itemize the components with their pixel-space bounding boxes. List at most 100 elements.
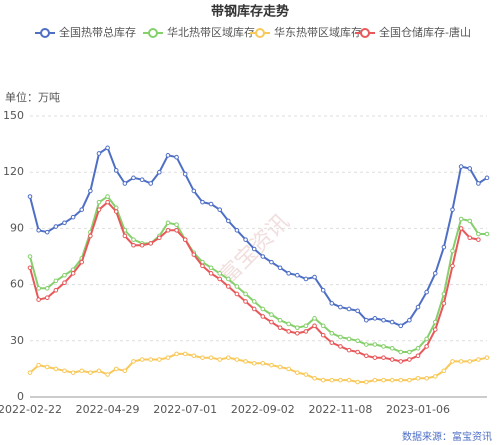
legend-marker bbox=[255, 28, 265, 38]
point bbox=[389, 319, 395, 325]
point bbox=[62, 272, 67, 278]
legend-label: 华北热带区域库存 bbox=[167, 25, 255, 39]
point bbox=[450, 359, 455, 364]
point bbox=[165, 220, 171, 226]
point bbox=[27, 194, 33, 199]
point bbox=[105, 372, 110, 377]
series-line bbox=[29, 200, 479, 363]
point bbox=[208, 201, 214, 207]
point bbox=[27, 265, 33, 271]
point bbox=[131, 242, 136, 248]
point bbox=[79, 368, 85, 374]
legend-marker bbox=[40, 28, 50, 38]
point bbox=[458, 226, 464, 231]
point bbox=[329, 301, 335, 306]
point bbox=[191, 188, 197, 194]
x-tick-label: 2022-04-29 bbox=[76, 403, 140, 416]
point bbox=[27, 370, 33, 375]
point bbox=[312, 316, 317, 321]
point bbox=[441, 244, 447, 250]
x-tick-label: 2022-07-01 bbox=[153, 403, 217, 416]
point bbox=[329, 331, 335, 336]
y-tick-label: 0 bbox=[17, 390, 24, 403]
point bbox=[226, 218, 231, 224]
point bbox=[415, 345, 421, 351]
point bbox=[398, 349, 404, 355]
point bbox=[113, 366, 119, 372]
point bbox=[251, 299, 257, 304]
point bbox=[44, 229, 50, 235]
point bbox=[381, 355, 386, 360]
point bbox=[234, 357, 240, 362]
point bbox=[131, 359, 136, 364]
point bbox=[398, 377, 404, 383]
point bbox=[243, 291, 248, 297]
point bbox=[208, 271, 214, 276]
point bbox=[338, 377, 343, 383]
point bbox=[70, 271, 76, 276]
point bbox=[286, 366, 291, 372]
point bbox=[200, 199, 205, 205]
point bbox=[36, 362, 41, 368]
point bbox=[53, 287, 59, 293]
point bbox=[122, 233, 128, 239]
point bbox=[243, 299, 248, 304]
point bbox=[320, 377, 326, 383]
point bbox=[458, 359, 464, 364]
y-tick-label: 120 bbox=[3, 165, 24, 178]
legend-label: 华东热带区域库存 bbox=[274, 25, 362, 39]
point bbox=[200, 355, 205, 360]
point bbox=[113, 168, 119, 173]
point bbox=[269, 362, 274, 368]
point bbox=[174, 351, 179, 357]
point bbox=[346, 306, 352, 312]
point bbox=[243, 359, 248, 364]
point bbox=[217, 276, 222, 282]
point bbox=[96, 199, 102, 205]
point bbox=[200, 263, 205, 269]
point bbox=[36, 286, 41, 291]
point bbox=[260, 314, 266, 319]
point bbox=[62, 368, 67, 374]
point bbox=[277, 317, 283, 323]
point bbox=[62, 220, 67, 226]
point bbox=[407, 349, 412, 355]
point bbox=[303, 323, 309, 329]
point bbox=[286, 329, 291, 334]
point bbox=[44, 295, 50, 301]
point bbox=[338, 334, 343, 340]
point bbox=[407, 317, 412, 323]
point bbox=[338, 304, 343, 310]
point bbox=[320, 332, 326, 338]
point bbox=[295, 325, 300, 330]
point bbox=[484, 231, 490, 237]
point bbox=[165, 355, 171, 360]
point bbox=[234, 227, 240, 233]
point bbox=[312, 274, 317, 280]
point bbox=[363, 353, 369, 359]
point bbox=[355, 338, 360, 344]
point bbox=[355, 379, 360, 385]
point bbox=[27, 254, 33, 259]
point bbox=[295, 331, 300, 336]
point bbox=[389, 357, 395, 362]
point bbox=[191, 353, 197, 359]
chart-title: 带钢库存走势 bbox=[211, 4, 289, 20]
point bbox=[372, 377, 378, 383]
point bbox=[424, 375, 429, 381]
point bbox=[303, 329, 309, 334]
point bbox=[467, 166, 473, 171]
point bbox=[320, 287, 326, 293]
point bbox=[139, 357, 145, 362]
point bbox=[398, 359, 404, 364]
point bbox=[355, 308, 360, 314]
point bbox=[441, 301, 447, 306]
point bbox=[174, 227, 179, 233]
point bbox=[226, 276, 231, 282]
point bbox=[217, 271, 222, 276]
point bbox=[398, 323, 404, 329]
point bbox=[467, 235, 473, 241]
point bbox=[208, 355, 214, 360]
point bbox=[139, 177, 145, 182]
point bbox=[458, 216, 464, 222]
